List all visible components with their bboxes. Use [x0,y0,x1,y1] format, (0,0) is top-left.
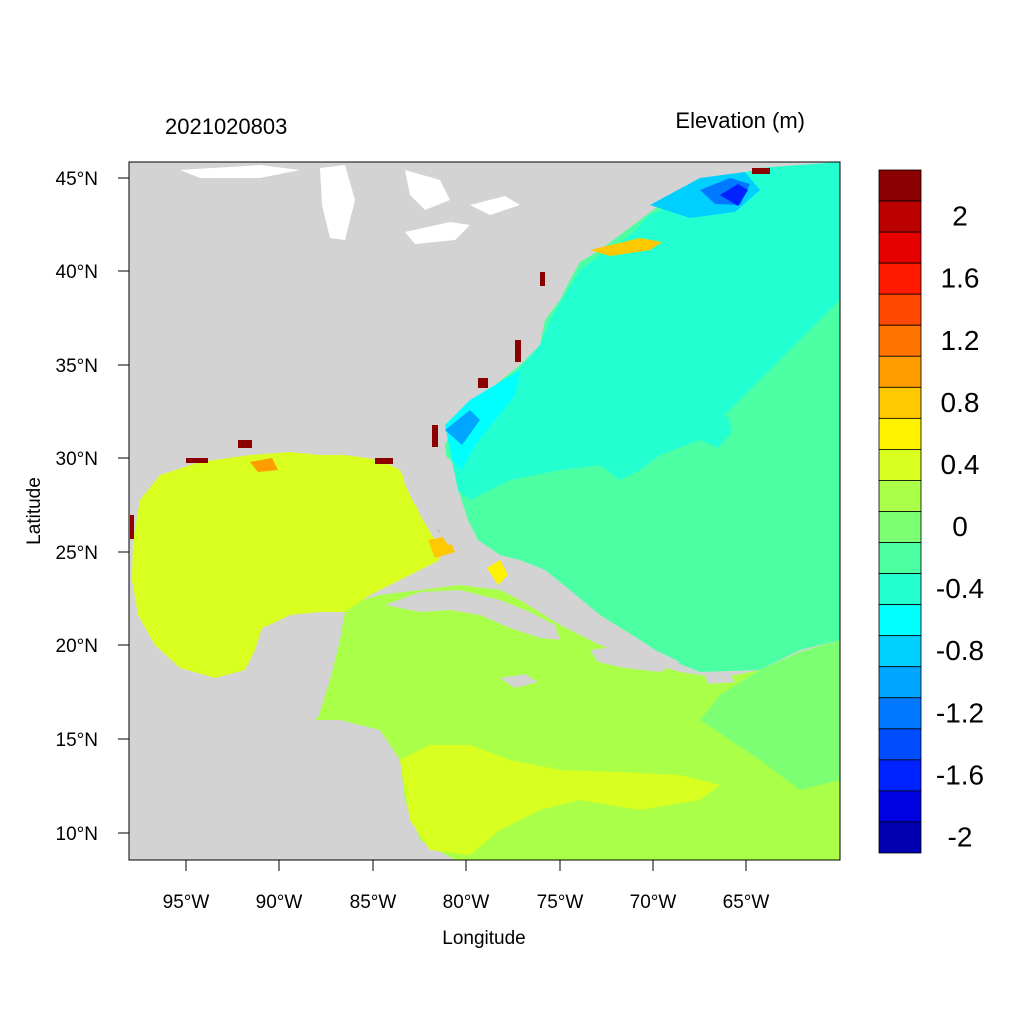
colorbar-swatch [878,169,922,202]
colorbar-swatch [878,386,922,419]
colorbar-swatch [878,231,922,264]
lon-tick-label: 90°W [256,892,303,913]
latitude-axis: 45°N 40°N 35°N 30°N 25°N 20°N 15°N 10°N [56,169,129,845]
caribbean-south [400,745,720,855]
colorbar-swatch [878,200,922,233]
colorbar-swatch [878,604,922,637]
se-shelf-core [445,410,480,445]
lat-tick-label: 25°N [56,543,98,564]
puerto-rico [705,674,735,684]
colorbar-tick-label: -1.6 [936,759,984,790]
colorbar-swatch [878,293,922,326]
x-axis-title: Longitude [442,928,525,949]
lat-tick-label: 20°N [56,636,98,657]
colorbar-labels: 2 1.6 1.2 0.8 0.4 0 -0.4 -0.8 -1.2 -1.6 -2 [936,201,984,853]
colorbar-swatch [878,728,922,761]
gulf-of-mexico [132,452,440,678]
great-lakes [180,165,520,244]
colorbar-swatch [878,573,922,606]
atlantic-offshore-band [452,162,840,500]
lon-tick-label: 95°W [163,892,210,913]
se-shelf-depression [445,370,520,470]
lat-tick-label: 35°N [56,356,98,377]
y-axis-title: Latitude [24,477,45,545]
lat-tick-label: 30°N [56,449,98,470]
colorbar-swatch [878,790,922,823]
colorbar-swatch [878,759,922,792]
lon-tick-label: 70°W [630,892,677,913]
cuba [385,590,560,640]
colorbar-tick-label: 0 [952,511,968,542]
florida-peninsula [400,450,468,545]
colorbar-tick-label: -0.4 [936,573,984,604]
variable-title: Elevation (m) [675,108,805,133]
lat-tick-label: 40°N [56,262,98,283]
louisiana-surge [250,458,278,472]
colorbar-swatch [878,449,922,481]
colorbar-swatch [878,635,922,668]
colorbar-swatch [878,324,922,357]
lat-tick-label: 15°N [56,730,98,751]
lon-tick-label: 80°W [443,892,490,913]
bahamas-surge [487,560,508,585]
colorbar-swatch [878,355,922,388]
gulf-of-maine-core [720,184,748,206]
coastal-surge-spots [130,168,770,539]
colorbar [878,169,922,854]
colorbar-tick-label: 0.4 [941,449,980,480]
colorbar-swatch [878,480,922,512]
colorbar-tick-label: -2 [948,821,973,852]
colorbar-swatch [878,821,922,854]
hispaniola [590,646,680,672]
colorbar-swatch [878,511,922,543]
colorbar-tick-label: 0.8 [941,387,980,418]
date-title: 2021020803 [165,114,287,139]
colorbar-swatch [878,262,922,295]
lat-tick-label: 45°N [56,169,98,190]
long-island-surge [590,238,662,256]
colorbar-swatch [878,666,922,699]
colorbar-tick-label: 1.6 [941,263,980,294]
colorbar-tick-label: 1.2 [941,325,980,356]
colorbar-tick-label: -1.2 [936,697,984,728]
colorbar-swatch [878,542,922,574]
colorbar-swatch [878,697,922,730]
longitude-axis: 95°W 90°W 85°W 80°W 75°W 70°W 65°W [163,860,770,913]
lon-tick-label: 85°W [350,892,397,913]
jamaica [500,674,538,688]
lon-tick-label: 65°W [723,892,770,913]
lat-tick-label: 10°N [56,824,98,845]
plot-border [128,161,841,861]
map-plot-area [129,162,840,860]
colorbar-tick-label: -0.8 [936,635,984,666]
yucatan-peninsula [255,612,345,718]
colorbar-swatch [878,417,922,450]
atlantic-eddy [700,416,732,448]
colorbar-tick-label: 2 [952,201,968,232]
caribbean-east-band [700,640,840,790]
lon-tick-label: 75°W [537,892,584,913]
